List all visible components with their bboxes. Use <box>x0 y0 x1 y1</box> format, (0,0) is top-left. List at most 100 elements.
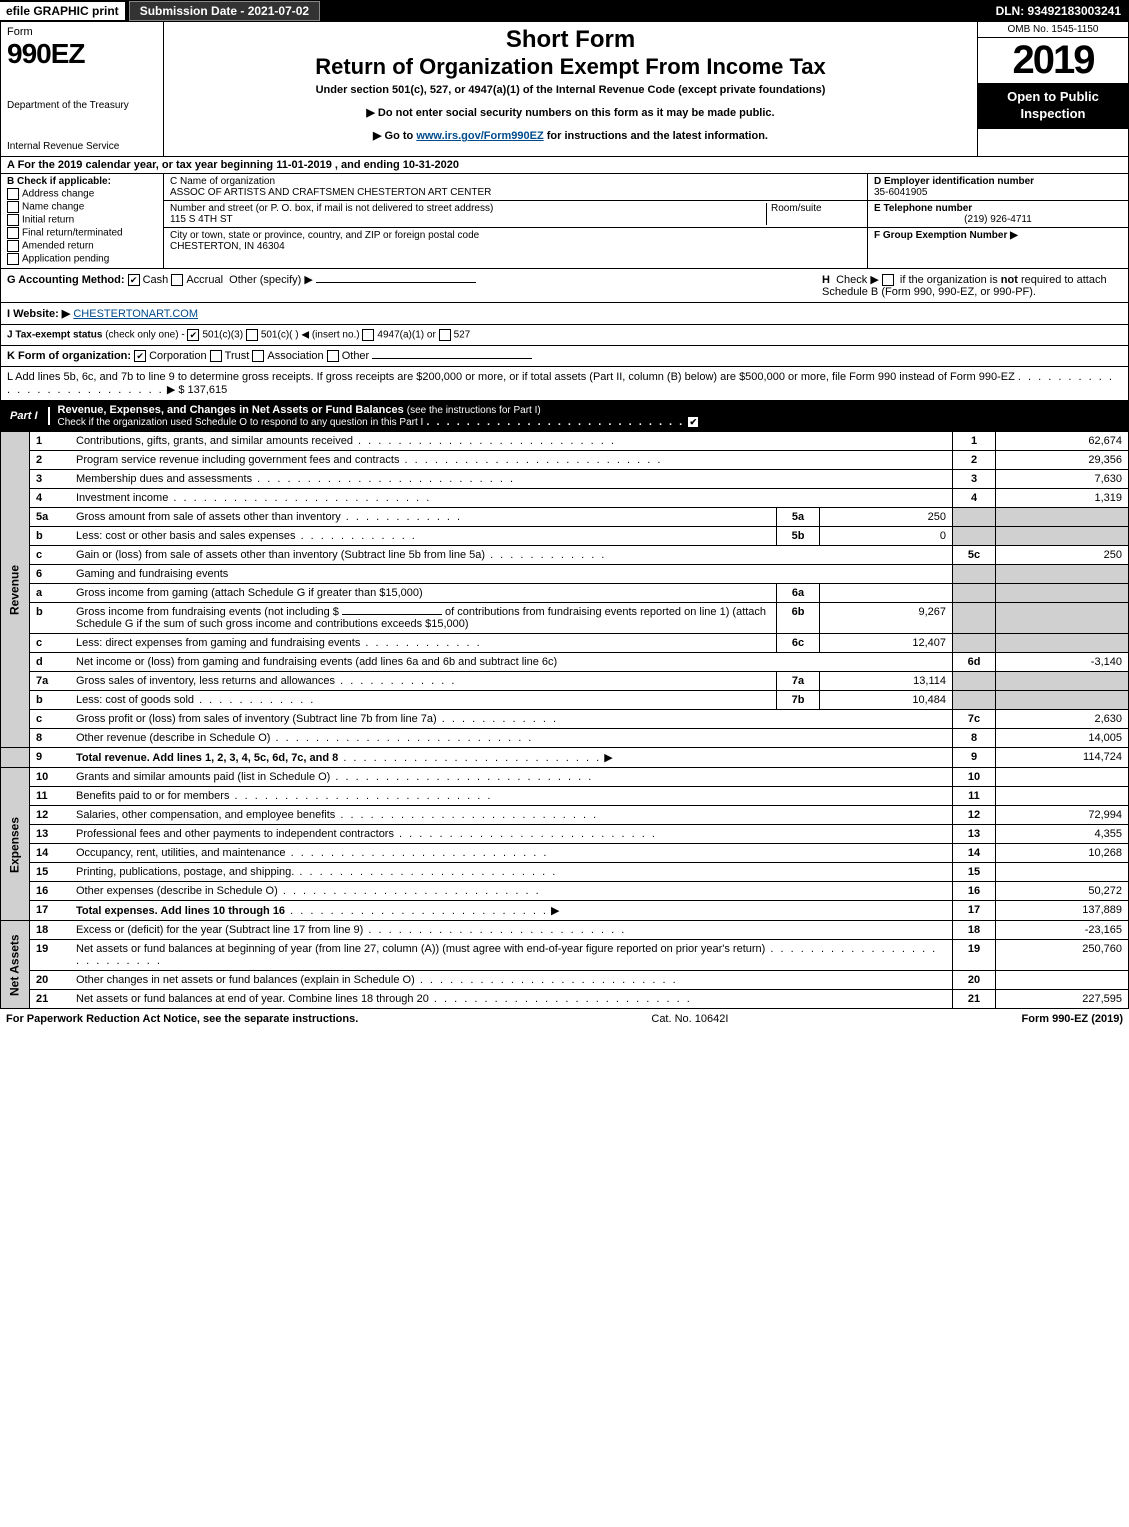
val-6c: 12,407 <box>820 634 953 653</box>
val-21: 227,595 <box>996 990 1129 1009</box>
val-18: -23,165 <box>996 921 1129 940</box>
form-header: Form 990EZ Department of the Treasury In… <box>0 22 1129 157</box>
chk-name-change[interactable]: Name change <box>7 201 157 213</box>
line-10: Expenses 10 Grants and similar amounts p… <box>1 768 1129 787</box>
form-number: 990EZ <box>7 38 157 70</box>
website-link[interactable]: CHESTERTONART.COM <box>73 308 198 320</box>
chk-schedule-o[interactable] <box>687 416 699 428</box>
side-netassets: Net Assets <box>1 921 30 1009</box>
form-subtitle: Under section 501(c), 527, or 4947(a)(1)… <box>172 84 969 96</box>
line-2: 2 Program service revenue including gove… <box>1 451 1129 470</box>
chk-association[interactable] <box>252 350 264 362</box>
accounting-label: G Accounting Method: <box>7 274 125 286</box>
header-left: Form 990EZ Department of the Treasury In… <box>1 22 164 156</box>
val-16: 50,272 <box>996 882 1129 901</box>
ein-label: D Employer identification number <box>874 176 1034 187</box>
chk-4947[interactable] <box>362 329 374 341</box>
line-1: Revenue 1 Contributions, gifts, grants, … <box>1 432 1129 451</box>
identity-block: B Check if applicable: Address change Na… <box>0 174 1129 269</box>
line-6c: c Less: direct expenses from gaming and … <box>1 634 1129 653</box>
line-7b: b Less: cost of goods sold 7b 10,484 <box>1 691 1129 710</box>
line-8: 8 Other revenue (describe in Schedule O)… <box>1 729 1129 748</box>
ein-value: 35-6041905 <box>874 187 927 198</box>
website-label: I Website: ▶ <box>7 308 70 320</box>
row-k: K Form of organization: Corporation Trus… <box>0 346 1129 367</box>
note2-pre: ▶ Go to <box>373 130 416 142</box>
chk-other[interactable] <box>327 350 339 362</box>
chk-527[interactable] <box>439 329 451 341</box>
street-value: 115 S 4TH ST <box>170 214 766 225</box>
row-l: L Add lines 5b, 6c, and 7b to line 9 to … <box>0 367 1129 401</box>
footer-right: Form 990-EZ (2019) <box>1022 1013 1123 1025</box>
city-value: CHESTERTON, IN 46304 <box>170 241 861 252</box>
line-14: 14 Occupancy, rent, utilities, and maint… <box>1 844 1129 863</box>
instructions-note: ▶ Go to www.irs.gov/Form990EZ for instru… <box>172 129 969 142</box>
omb-number: OMB No. 1545-1150 <box>978 22 1128 38</box>
tel-value: (219) 926-4711 <box>874 214 1122 225</box>
chk-application-pending[interactable]: Application pending <box>7 253 157 265</box>
line-19: 19 Net assets or fund balances at beginn… <box>1 940 1129 971</box>
section-de: D Employer identification number 35-6041… <box>867 174 1128 268</box>
side-revenue: Revenue <box>1 432 30 748</box>
footer-center: Cat. No. 10642I <box>358 1013 1021 1025</box>
val-17: 137,889 <box>996 901 1129 921</box>
top-bar: efile GRAPHIC print Submission Date - 20… <box>0 0 1129 22</box>
chk-accrual[interactable] <box>171 274 183 286</box>
side-expenses: Expenses <box>1 768 30 921</box>
l-value: $ 137,615 <box>178 384 227 396</box>
line-6a: a Gross income from gaming (attach Sched… <box>1 584 1129 603</box>
line-11: 11 Benefits paid to or for members 11 <box>1 787 1129 806</box>
instructions-link[interactable]: www.irs.gov/Form990EZ <box>416 130 543 142</box>
chk-corporation[interactable] <box>134 350 146 362</box>
line-7a: 7a Gross sales of inventory, less return… <box>1 672 1129 691</box>
open-to-public: Open to Public Inspection <box>978 83 1128 129</box>
line-5b: b Less: cost or other basis and sales ex… <box>1 527 1129 546</box>
cash-label: Cash <box>143 274 169 286</box>
header-right: OMB No. 1545-1150 2019 Open to Public In… <box>977 22 1128 156</box>
chk-cash[interactable] <box>128 274 140 286</box>
l-arrow: ▶ <box>167 384 175 396</box>
val-15 <box>996 863 1129 882</box>
chk-address-change[interactable]: Address change <box>7 188 157 200</box>
chk-501c3[interactable] <box>187 329 199 341</box>
val-7c: 2,630 <box>996 710 1129 729</box>
ssn-warning: ▶ Do not enter social security numbers o… <box>172 106 969 119</box>
section-c: C Name of organization ASSOC OF ARTISTS … <box>164 174 867 268</box>
line-5c: c Gain or (loss) from sale of assets oth… <box>1 546 1129 565</box>
row-j: J Tax-exempt status (check only one) - 5… <box>0 325 1129 346</box>
chk-501c[interactable] <box>246 329 258 341</box>
irs-label: Internal Revenue Service <box>7 141 157 152</box>
part1-header: Part I Revenue, Expenses, and Changes in… <box>0 401 1129 431</box>
accrual-label: Accrual <box>186 274 223 286</box>
line-17: 17 Total expenses. Add lines 10 through … <box>1 901 1129 921</box>
group-exemption-label: F Group Exemption Number ▶ <box>874 230 1018 241</box>
footer-left: For Paperwork Reduction Act Notice, see … <box>6 1013 358 1025</box>
page-footer: For Paperwork Reduction Act Notice, see … <box>0 1009 1129 1029</box>
form-title: Return of Organization Exempt From Incom… <box>172 54 969 80</box>
chk-amended-return[interactable]: Amended return <box>7 240 157 252</box>
line-18: Net Assets 18 Excess or (deficit) for th… <box>1 921 1129 940</box>
val-7b: 10,484 <box>820 691 953 710</box>
val-5c: 250 <box>996 546 1129 565</box>
line-13: 13 Professional fees and other payments … <box>1 825 1129 844</box>
part1-title: Revenue, Expenses, and Changes in Net As… <box>50 401 1129 431</box>
chk-schedule-b[interactable] <box>882 274 894 286</box>
org-name: ASSOC OF ARTISTS AND CRAFTSMEN CHESTERTO… <box>170 187 861 198</box>
other-label: Other (specify) ▶ <box>229 274 313 286</box>
val-2: 29,356 <box>996 451 1129 470</box>
row-gh: G Accounting Method: Cash Accrual Other … <box>0 269 1129 303</box>
l-text: L Add lines 5b, 6c, and 7b to line 9 to … <box>7 371 1015 383</box>
line-6b: b Gross income from fundraising events (… <box>1 603 1129 634</box>
chk-final-return[interactable]: Final return/terminated <box>7 227 157 239</box>
short-form-title: Short Form <box>172 26 969 54</box>
efile-label[interactable]: efile GRAPHIC print <box>0 2 125 20</box>
line-6: 6 Gaming and fundraising events <box>1 565 1129 584</box>
line-20: 20 Other changes in net assets or fund b… <box>1 971 1129 990</box>
line-6d: d Net income or (loss) from gaming and f… <box>1 653 1129 672</box>
chk-initial-return[interactable]: Initial return <box>7 214 157 226</box>
val-9: 114,724 <box>996 748 1129 768</box>
chk-trust[interactable] <box>210 350 222 362</box>
note2-post: for instructions and the latest informat… <box>544 130 768 142</box>
tax-exempt-label: J Tax-exempt status <box>7 330 102 341</box>
val-8: 14,005 <box>996 729 1129 748</box>
